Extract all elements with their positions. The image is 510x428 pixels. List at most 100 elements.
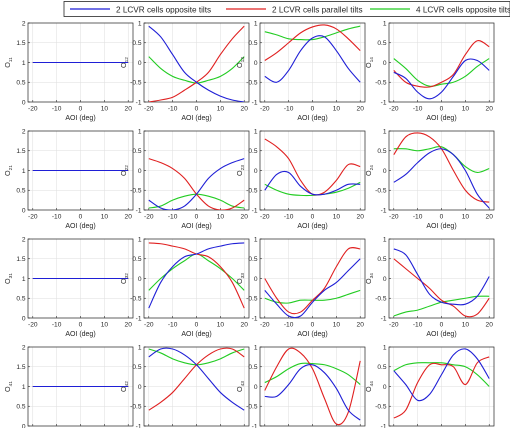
x-axis-label: AOI (deg): [65, 331, 95, 338]
y-tick-label: -1: [252, 423, 258, 428]
y-tick-label: 0.5: [248, 148, 257, 155]
y-tick-label: 1: [254, 20, 258, 27]
y-axis-label-subscript: 32: [124, 273, 130, 279]
y-axis-label: O33: [235, 273, 246, 284]
axes-frame: [388, 22, 495, 103]
y-tick-label: -1: [381, 315, 387, 322]
x-tick-label: -20: [260, 214, 270, 221]
x-tick-label: 10: [101, 214, 109, 221]
y-tick-label: 0: [138, 384, 142, 391]
y-tick-label: -0.5: [246, 296, 258, 303]
y-tick-label: 0.5: [16, 188, 25, 195]
y-axis-label-base: O: [119, 278, 128, 284]
x-axis-label: AOI (deg): [426, 223, 456, 230]
x-tick-label: 0: [311, 106, 315, 113]
subplot-34: -20 -10 0 10 20 -1 -0.5 0 0.5 1 AOI (deg) O34: [364, 236, 495, 338]
y-tick-label: 1.5: [16, 364, 25, 371]
x-tick-label: -10: [413, 322, 423, 329]
x-tick-label: 10: [101, 106, 109, 113]
axes-frame: [388, 130, 495, 211]
x-tick-label: 10: [217, 106, 225, 113]
axes-frame: [259, 346, 366, 427]
x-tick-label: -10: [52, 106, 62, 113]
y-tick-label: 2: [22, 236, 26, 243]
x-tick-label: 20: [241, 322, 249, 329]
y-tick-label: -0.5: [130, 296, 142, 303]
y-axis-label-base: O: [364, 170, 373, 176]
y-axis-label: O14: [364, 57, 375, 68]
y-axis-label: O31: [3, 273, 14, 284]
x-tick-label: -10: [168, 106, 178, 113]
x-tick-label: 20: [125, 322, 133, 329]
x-tick-label: 10: [101, 322, 109, 329]
y-axis-label-subscript: 31: [8, 273, 14, 279]
y-tick-label: 0: [138, 276, 142, 283]
x-tick-label: 10: [462, 322, 470, 329]
legend-box: [63, 1, 510, 17]
y-tick-label: 0.5: [377, 148, 386, 155]
y-tick-label: 0.5: [132, 364, 141, 371]
series-line-1: [393, 248, 490, 306]
y-tick-label: -1: [252, 315, 258, 322]
x-tick-label: -20: [144, 322, 154, 329]
x-tick-label: 10: [217, 322, 225, 329]
x-axis-label: AOI (deg): [297, 331, 327, 338]
y-axis-label-subscript: 41: [8, 381, 14, 387]
x-tick-label: -10: [284, 322, 294, 329]
y-tick-label: 2: [22, 344, 26, 351]
x-tick-label: 20: [357, 106, 365, 113]
series-line-3: [264, 181, 361, 197]
y-tick-label: 1.5: [16, 148, 25, 155]
y-tick-label: -0.5: [130, 80, 142, 87]
x-tick-label: 0: [195, 106, 199, 113]
subplot-24: -20 -10 0 10 20 -1 -0.5 0 0.5 1 AOI (deg) O24: [364, 128, 495, 230]
axes-frame: [27, 22, 134, 103]
x-tick-label: 0: [79, 214, 83, 221]
y-tick-label: -1: [136, 315, 142, 322]
y-axis-label-base: O: [235, 170, 244, 176]
x-axis-label: AOI (deg): [181, 223, 211, 230]
y-tick-label: 0: [254, 60, 258, 67]
y-tick-label: -0.5: [375, 296, 387, 303]
x-tick-label: 0: [79, 106, 83, 113]
axes-frame: [143, 22, 250, 103]
y-tick-label: -0.5: [246, 188, 258, 195]
x-tick-label: 0: [195, 214, 199, 221]
y-axis-label: O12: [119, 57, 130, 68]
x-tick-label: -10: [413, 106, 423, 113]
y-tick-label: 1: [138, 344, 142, 351]
series-line-1: [264, 258, 361, 318]
y-tick-label: -0.5: [375, 404, 387, 411]
y-axis-label-base: O: [119, 170, 128, 176]
y-axis-label-base: O: [364, 62, 373, 68]
y-tick-label: 0.5: [377, 256, 386, 263]
axes-frame: [388, 238, 495, 319]
y-tick-label: 0: [138, 168, 142, 175]
y-axis-label: O43: [235, 381, 246, 392]
y-tick-label: 1.5: [16, 40, 25, 47]
axes-frame: [27, 130, 134, 211]
y-axis-label: O21: [3, 165, 14, 176]
y-tick-label: 0: [383, 276, 387, 283]
series-line-1: [393, 58, 490, 100]
y-tick-label: -1: [381, 207, 387, 214]
x-tick-label: -10: [168, 214, 178, 221]
subplot-14: -20 -10 0 10 20 -1 -0.5 0 0.5 1 AOI (deg) O14: [364, 20, 495, 122]
x-tick-label: -10: [52, 214, 62, 221]
y-tick-label: 0.5: [248, 364, 257, 371]
x-axis-label: AOI (deg): [297, 223, 327, 230]
y-tick-label: 0: [138, 60, 142, 67]
x-tick-label: 0: [440, 322, 444, 329]
x-tick-label: -20: [389, 106, 399, 113]
x-tick-label: -20: [28, 106, 38, 113]
x-tick-label: 20: [125, 214, 133, 221]
y-axis-label-subscript: 33: [240, 273, 246, 279]
x-axis-label: AOI (deg): [65, 223, 95, 230]
